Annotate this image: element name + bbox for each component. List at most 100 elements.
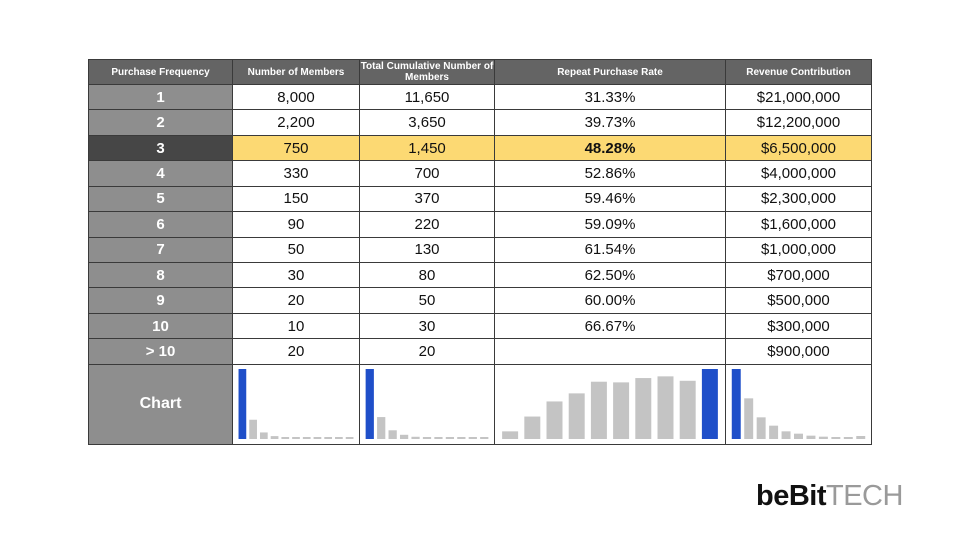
header-number-of-members: Number of Members	[232, 59, 360, 85]
bar	[679, 381, 696, 440]
frequency-cell: 9	[88, 287, 233, 314]
bar	[335, 437, 343, 440]
highlight-bar	[238, 369, 247, 440]
bar	[546, 401, 563, 440]
table-cell: $4,000,000	[725, 160, 872, 187]
bar	[434, 437, 443, 440]
frequency-cell: 2	[88, 109, 233, 136]
bar	[590, 382, 607, 440]
table-cell: $300,000	[725, 312, 872, 340]
bar	[818, 436, 828, 440]
frequency-cell: 1	[88, 83, 233, 111]
frequency-cell: 10	[88, 312, 233, 340]
table-cell: 62.50%	[494, 261, 726, 289]
bar	[856, 436, 866, 440]
table-cell: $700,000	[725, 261, 872, 289]
table-cell: 80	[359, 261, 495, 289]
bar	[756, 417, 766, 440]
header-row: Purchase Frequency Number of Members Tot…	[88, 59, 872, 85]
bar	[270, 436, 279, 440]
frequency-cell: > 10	[88, 338, 233, 365]
table-cell: 31.33%	[494, 83, 726, 111]
bar	[388, 430, 397, 440]
table-cell: 750	[232, 134, 360, 162]
table-cell: 8,000	[232, 83, 360, 111]
bar	[324, 437, 333, 440]
table-row: 7 50 130 61.54% $1,000,000	[88, 236, 872, 263]
table-cell: 130	[359, 236, 495, 263]
bar	[769, 425, 779, 440]
bar	[302, 437, 311, 440]
bar	[524, 416, 541, 440]
table-cell: 20	[232, 338, 360, 365]
table-cell: $6,500,000	[725, 134, 872, 162]
table-cell: 50	[359, 287, 495, 314]
table-cell: 330	[232, 160, 360, 187]
frequency-cell: 5	[88, 185, 233, 213]
table-cell: 59.46%	[494, 185, 726, 213]
bar	[468, 437, 477, 440]
mini-bar-chart	[725, 363, 872, 446]
table-cell: 90	[232, 211, 360, 238]
bebit-tech-logo: beBitTECH	[756, 480, 903, 513]
table-cell: 3,650	[359, 109, 495, 136]
table-row: 5 150 370 59.46% $2,300,000	[88, 185, 872, 213]
bar	[411, 437, 420, 440]
bar	[831, 437, 841, 440]
chart-row-label: Chart	[88, 363, 233, 446]
mini-chart-svg	[365, 369, 489, 440]
mini-bar-chart	[232, 363, 360, 446]
table-cell: 20	[359, 338, 495, 365]
table-cell: 66.67%	[494, 312, 726, 340]
table-row: 8 30 80 62.50% $700,000	[88, 261, 872, 289]
bar	[480, 437, 489, 440]
table-cell: 52.86%	[494, 160, 726, 187]
table-row: 2 2,200 3,650 39.73% $12,200,000	[88, 109, 872, 136]
frequency-cell: 6	[88, 211, 233, 238]
header-revenue-contribution: Revenue Contribution	[725, 59, 872, 85]
table-cell: 61.54%	[494, 236, 726, 263]
mini-chart-svg	[731, 369, 866, 440]
frequency-cell: 8	[88, 261, 233, 289]
bar	[249, 420, 257, 440]
table-cell: 11,650	[359, 83, 495, 111]
bar	[635, 378, 652, 440]
table-row: 6 90 220 59.09% $1,600,000	[88, 211, 872, 238]
table-cell: 1,450	[359, 134, 495, 162]
bar	[744, 398, 754, 440]
table-cell: 59.09%	[494, 211, 726, 238]
table-cell: 10	[232, 312, 360, 340]
mini-chart-svg	[238, 369, 354, 440]
bar	[781, 431, 791, 440]
logo-text-tech: TECH	[826, 480, 903, 512]
bar	[313, 437, 322, 440]
bar	[445, 437, 455, 440]
table-cell: 60.00%	[494, 287, 726, 314]
table-cell: $21,000,000	[725, 83, 872, 111]
table-row: 3 750 1,450 48.28% $6,500,000	[88, 134, 872, 162]
table-cell	[494, 338, 726, 365]
bar	[843, 437, 853, 440]
table-row: 9 20 50 60.00% $500,000	[88, 287, 872, 314]
mini-bar-chart	[359, 363, 495, 446]
bar	[422, 437, 432, 440]
purchase-frequency-table: Purchase Frequency Number of Members Tot…	[88, 59, 872, 446]
table-cell: 30	[232, 261, 360, 289]
table-cell: 2,200	[232, 109, 360, 136]
bar	[457, 437, 466, 440]
bar	[399, 435, 409, 440]
bar	[806, 435, 816, 440]
bar	[794, 433, 803, 440]
logo-text-bebit: beBit	[756, 480, 827, 512]
table-body: 1 8,000 11,650 31.33% $21,000,000 2 2,200 3,650…	[88, 83, 872, 446]
table-cell: 30	[359, 312, 495, 340]
table-cell: 48.28%	[494, 134, 726, 162]
header-purchase-frequency: Purchase Frequency	[88, 59, 233, 85]
bar	[259, 432, 268, 440]
header-total-cumulative: Total Cumulative Number of Members	[359, 59, 495, 85]
table-cell: $1,000,000	[725, 236, 872, 263]
mini-chart-svg	[502, 369, 718, 440]
table-cell: $2,300,000	[725, 185, 872, 213]
table-cell: 39.73%	[494, 109, 726, 136]
table-row: 4 330 700 52.86% $4,000,000	[88, 160, 872, 187]
